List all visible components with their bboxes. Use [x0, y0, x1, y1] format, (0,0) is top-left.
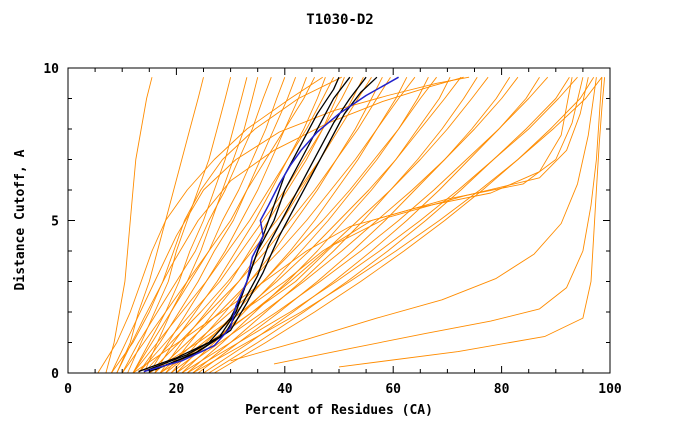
model-curve	[154, 77, 326, 374]
model-curve	[176, 76, 519, 374]
y-tick-label: 10	[43, 62, 59, 77]
model-curve	[181, 76, 429, 374]
curves-layer	[97, 76, 606, 374]
model-curve	[159, 76, 437, 374]
model-curve	[192, 76, 603, 374]
model-curve	[203, 76, 540, 374]
model-curve	[132, 77, 573, 374]
chart-title: T1030-D2	[306, 12, 373, 28]
highlight-curve	[143, 76, 399, 373]
model-curve	[138, 77, 297, 374]
model-curve	[149, 77, 584, 374]
plot-border	[67, 67, 611, 374]
model-curve	[148, 76, 391, 374]
x-tick-label: 100	[598, 382, 622, 397]
y-tick-label: 5	[51, 215, 59, 230]
model-curve	[181, 76, 549, 374]
y-axis-label: Distance Cutoff, A	[13, 149, 28, 290]
x-tick-label: 60	[385, 382, 401, 397]
model-curve	[338, 77, 606, 368]
x-axis-label: Percent of Residues (CA)	[245, 403, 433, 418]
model-curve	[192, 76, 478, 374]
x-tick-label: 0	[64, 382, 72, 397]
model-curve	[105, 77, 153, 374]
model-curve	[111, 76, 342, 374]
model-curve	[127, 77, 232, 374]
model-curve	[97, 76, 323, 374]
model-curve	[143, 76, 372, 374]
reference-curve	[143, 76, 351, 373]
x-tick-label: 20	[169, 382, 185, 397]
model-curve	[154, 76, 416, 374]
model-curve	[273, 77, 603, 365]
model-curve	[110, 76, 470, 374]
axes-layer: 0 20 40 60 80 100 0 5 10	[43, 62, 622, 397]
model-curve	[121, 77, 272, 374]
model-curve	[208, 76, 570, 374]
model-curve	[159, 77, 589, 374]
y-tick-label: 0	[51, 367, 59, 382]
model-curve	[132, 77, 248, 374]
model-curve	[143, 77, 259, 374]
model-curve	[148, 77, 307, 374]
model-curve	[116, 76, 464, 374]
model-curve	[170, 76, 383, 374]
model-curve	[170, 76, 489, 374]
model-curve	[138, 76, 354, 374]
model-curve	[186, 76, 451, 374]
x-tick-label: 40	[277, 382, 293, 397]
model-curve	[186, 76, 578, 374]
model-curve	[197, 76, 511, 374]
x-tick-label: 80	[494, 382, 510, 397]
model-curve	[176, 76, 408, 374]
model-curve	[230, 77, 597, 362]
model-curve	[121, 76, 316, 374]
model-curve	[214, 76, 595, 374]
